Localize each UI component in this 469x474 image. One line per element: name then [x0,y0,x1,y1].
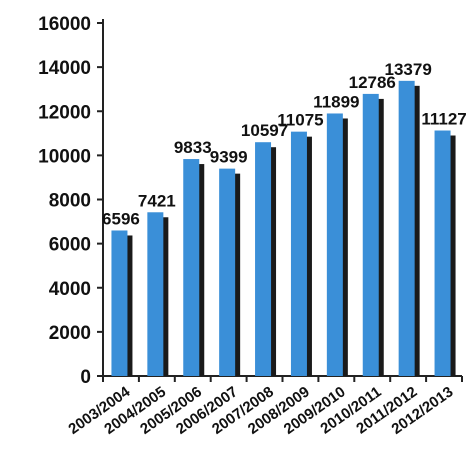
y-tick-label: 16000 [38,14,91,35]
data-label: 11899 [313,92,359,111]
bar [219,168,236,376]
y-tick-label: 2000 [49,323,91,344]
bar-shadow [341,118,348,377]
bar-shadow [162,217,169,376]
bar [183,159,200,376]
y-tick-label: 10000 [38,146,91,167]
bar [434,130,451,376]
bar [111,230,128,376]
data-label: 11127 [421,110,466,129]
bar [255,142,272,376]
data-label: 9399 [210,148,248,167]
bar [398,80,415,377]
x-axis: 2003/20042004/20052005/20062006/20072007… [65,375,463,438]
bar-shadow [305,136,312,376]
data-label: 7421 [138,191,176,210]
y-tick-label: 8000 [49,191,91,212]
y-tick-label: 4000 [49,279,91,300]
bar [290,131,307,376]
bar-shadow [234,173,241,376]
y-tick-label: 0 [80,367,91,388]
y-axis: 0 2000 4000 6000 8000 10000 12000 14000 16000 [38,14,104,388]
bars [111,80,456,377]
data-label: 10597 [241,121,288,140]
data-label: 6596 [102,209,140,228]
bar-shadow [413,85,420,377]
bar-shadow [270,147,277,376]
y-tick-label: 6000 [49,235,91,256]
bar-shadow [449,135,456,376]
y-tick-label: 14000 [38,58,91,79]
bar-shadow [377,98,384,376]
bar [326,113,343,377]
bar [147,212,164,376]
data-label: 11075 [277,111,323,130]
data-label: 13379 [385,60,432,79]
data-label: 9833 [174,138,212,157]
bar-shadow [126,235,133,376]
bar-shadow [198,164,205,376]
data-label: 12786 [349,73,396,92]
y-tick-label: 12000 [38,102,91,123]
bar [362,93,379,376]
